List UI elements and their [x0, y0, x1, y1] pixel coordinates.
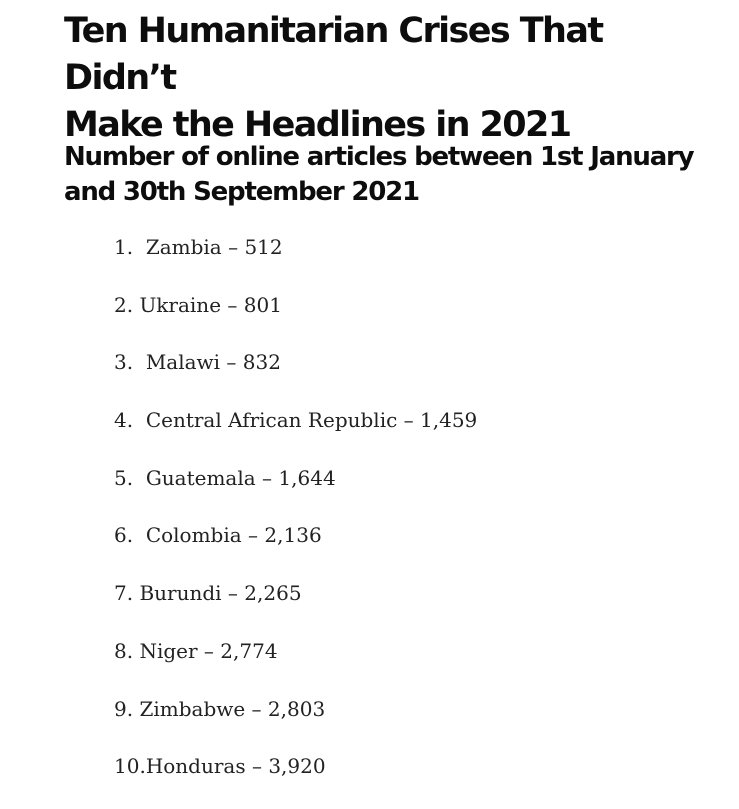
item-spacer — [133, 235, 146, 259]
article-count: 1,644 — [278, 465, 336, 490]
article-count: 3,920 — [268, 754, 326, 779]
country-name: Central African Republic — [145, 408, 398, 433]
item-number: 6. — [114, 523, 134, 548]
list-item: 3. Malawi – 832 — [114, 347, 477, 405]
item-spacer — [133, 408, 146, 432]
item-spacer — [133, 523, 146, 547]
item-number: 2. — [114, 292, 134, 317]
article-count: 512 — [244, 235, 283, 259]
item-spacer — [133, 466, 146, 490]
list-item: 2. Ukraine – 801 — [114, 290, 477, 348]
item-dash: – — [245, 754, 269, 779]
list-item: 5. Guatemala – 1,644 — [114, 463, 477, 521]
list-item: 4. Central African Republic – 1,459 — [114, 405, 477, 463]
title-line-1: Ten Humanitarian Crises That Didn’t — [64, 11, 604, 98]
item-number: 10. — [114, 754, 146, 779]
item-dash: – — [245, 696, 268, 721]
item-dash: – — [397, 408, 421, 433]
item-dash: – — [221, 292, 244, 317]
country-name: Honduras — [145, 754, 246, 779]
title-line-2: Make the Headlines in 2021 — [64, 105, 572, 145]
item-number: 1. — [114, 235, 134, 259]
list-item: 1. Zambia – 512 — [114, 232, 477, 290]
article-count: 801 — [243, 292, 282, 317]
country-name: Malawi — [145, 350, 221, 375]
item-dash: – — [221, 581, 245, 606]
item-dash: – — [255, 465, 279, 490]
article-count: 2,136 — [264, 523, 322, 548]
country-name: Ukraine — [139, 292, 222, 317]
list-item: 8. Niger – 2,774 — [114, 636, 477, 694]
item-dash: – — [221, 235, 245, 259]
item-number: 7. — [114, 581, 134, 606]
country-name: Colombia — [145, 523, 242, 548]
item-dash: – — [220, 350, 243, 375]
list-item: 7. Burundi – 2,265 — [114, 578, 477, 636]
subtitle-line-1: Number of online articles between 1st Ja… — [64, 142, 695, 172]
item-number: 5. — [114, 465, 134, 490]
item-number: 9. — [114, 696, 134, 721]
article-count: 832 — [242, 350, 281, 375]
list-item: 10.Honduras – 3,920 — [114, 751, 477, 809]
list-item: 6. Colombia – 2,136 — [114, 520, 477, 578]
article-count: 2,774 — [220, 638, 278, 663]
country-name: Guatemala — [145, 465, 256, 490]
country-name: Niger — [139, 638, 198, 663]
subtitle-line-2: and 30th September 2021 — [64, 177, 420, 207]
article-count: 2,803 — [267, 696, 326, 721]
country-name: Zimbabwe — [139, 696, 246, 721]
country-name: Burundi — [139, 581, 222, 606]
item-number: 3. — [114, 350, 134, 375]
item-spacer — [133, 350, 146, 374]
article-count: 1,459 — [420, 408, 478, 433]
item-number: 8. — [114, 638, 134, 663]
article-count: 2,265 — [244, 581, 302, 606]
country-name: Zambia — [145, 235, 222, 259]
item-dash: – — [197, 638, 221, 663]
article-page: Ten Humanitarian Crises That Didn’t Make … — [64, 8, 724, 778]
crisis-list: 1. Zambia – 512 2. Ukraine – 801 3. Mala… — [114, 232, 477, 809]
page-title: Ten Humanitarian Crises That Didn’t Make … — [64, 8, 724, 149]
item-dash: – — [241, 523, 265, 548]
list-item: 9. Zimbabwe – 2,803 — [114, 694, 477, 752]
page-subtitle: Number of online articles between 1st Ja… — [64, 140, 724, 210]
item-number: 4. — [114, 408, 134, 433]
